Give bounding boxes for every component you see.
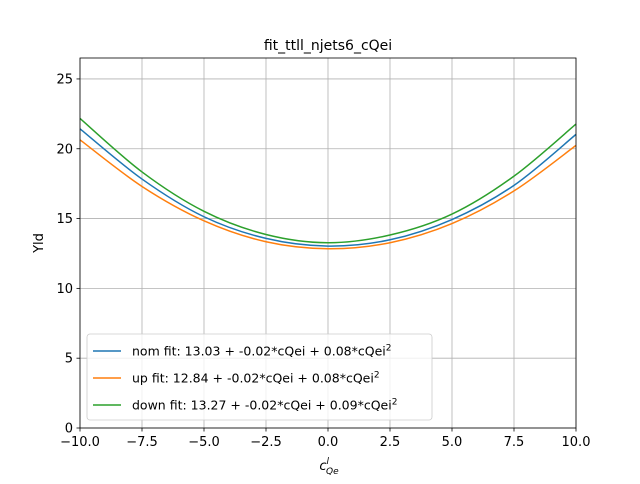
x-tick-label: 7.5 (504, 435, 525, 450)
series-line-1 (79, 139, 577, 250)
legend-entry-superscript: 2 (386, 344, 392, 354)
legend-entry-0: nom fit: 13.03 + -0.02*cQei + 0.08*cQei2 (132, 344, 391, 359)
legend-entry-superscript: 2 (374, 371, 380, 381)
legend-entry-1: up fit: 12.84 + -0.02*cQei + 0.08*cQei2 (132, 371, 380, 386)
x-tick-label: 2.5 (380, 435, 401, 450)
chart-title: fit_ttll_njets6_cQei (264, 38, 392, 54)
legend-box (86, 333, 433, 421)
y-tick-label: 15 (56, 212, 73, 227)
plot-area: −10.0 −7.5 −5.0 −2.5 0.0 2.5 5.0 7.5 10.0 0 5 10 15 2… (32, 57, 591, 477)
x-tick-label: −2.5 (250, 435, 282, 450)
legend-entry-text: up fit: 12.84 + -0.02*cQei + 0.08*cQei (132, 371, 374, 386)
y-tick-label: 0 (65, 422, 73, 437)
x-tick-label: 5.0 (442, 435, 463, 450)
y-tick-label: 5 (65, 352, 73, 367)
x-tick-label: −5.0 (188, 435, 220, 450)
legend-entry-text: down fit: 13.27 + -0.02*cQei + 0.09*cQei (132, 398, 392, 413)
y-axis-label: Yld (32, 233, 47, 254)
x-axis-label-superscript: l (327, 457, 330, 467)
x-tick-label: 10.0 (562, 435, 591, 450)
y-tick-label: 25 (56, 72, 73, 87)
y-tick-label: 20 (56, 142, 73, 157)
y-tick-label: 10 (56, 282, 73, 297)
series-line-2 (79, 117, 577, 244)
x-axis-label-base: c (319, 459, 326, 474)
series-line-0 (79, 128, 577, 247)
x-axis-label-subscript: Qe (326, 467, 339, 477)
x-tick-label: −7.5 (126, 435, 158, 450)
legend-entry-2: down fit: 13.27 + -0.02*cQei + 0.09*cQei… (132, 398, 397, 413)
legend-entry-text: nom fit: 13.03 + -0.02*cQei + 0.08*cQei (132, 344, 386, 359)
x-axis-label: cl Qe (319, 457, 339, 477)
x-tick-label: −10.0 (60, 435, 100, 450)
x-tick-label: 0.0 (318, 435, 339, 450)
legend-entry-superscript: 2 (392, 398, 398, 408)
